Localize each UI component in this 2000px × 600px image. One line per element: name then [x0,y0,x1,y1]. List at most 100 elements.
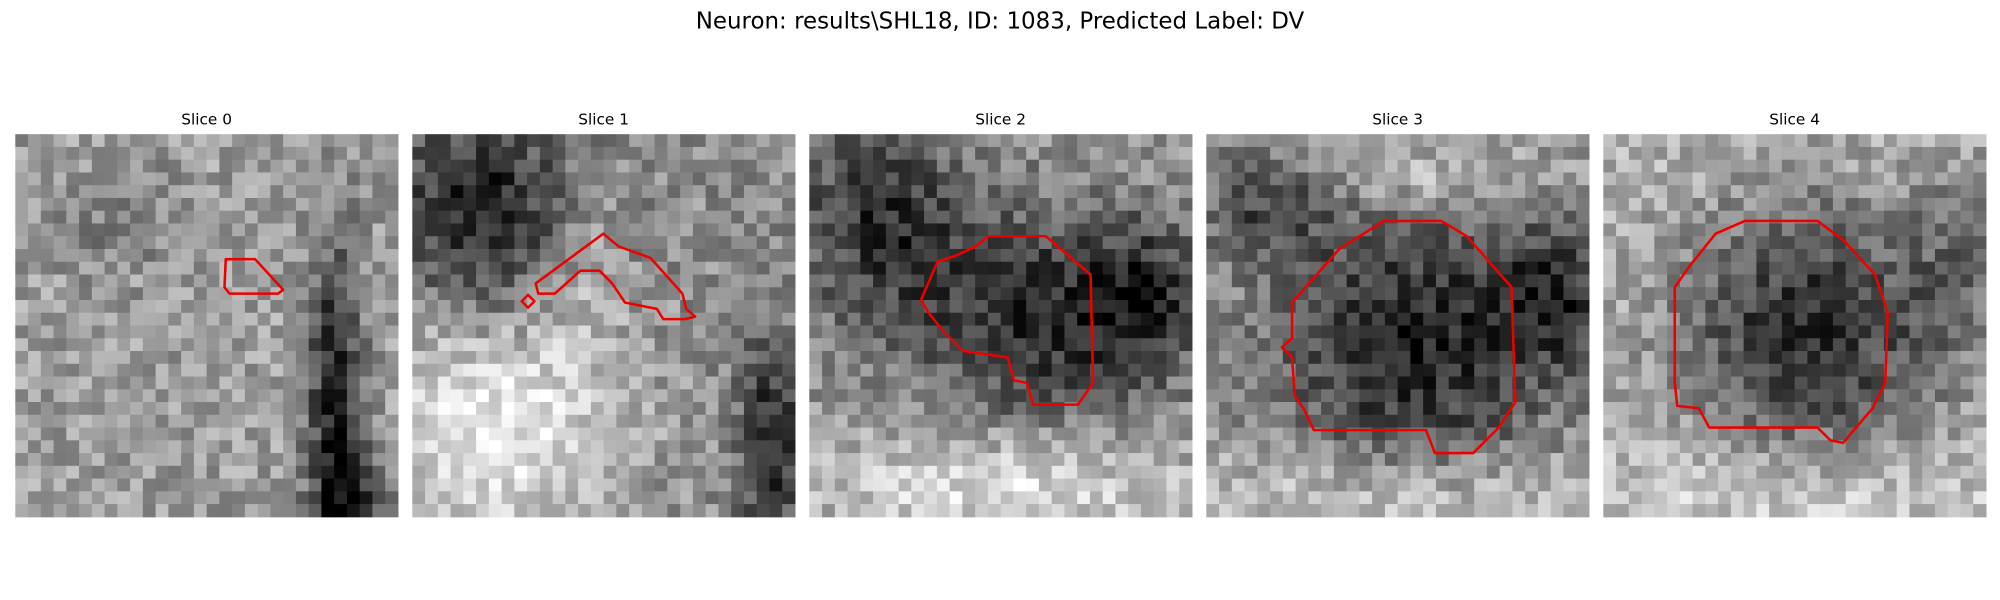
pixel [66,287,80,301]
pixel [590,223,605,237]
pixel [1858,223,1872,237]
pixel [1616,376,1630,390]
pixel [885,236,900,250]
pixel [155,300,169,314]
pixel [834,210,849,224]
pixel [1166,427,1180,441]
pixel [603,376,617,390]
pixel [28,402,42,416]
pixel [552,402,566,416]
pixel [822,389,836,403]
pixel [539,312,554,327]
pixel [1832,414,1847,429]
pixel [1013,172,1027,186]
pixel [1794,159,1808,173]
pixel [654,427,668,441]
pixel [168,197,182,212]
pixel [142,504,157,518]
pixel [117,210,131,224]
pixel [1947,427,1961,441]
pixel [130,491,144,505]
pixel [270,197,284,212]
pixel [40,159,55,173]
pixel [130,134,144,148]
pixel [28,210,42,224]
pixel [1550,402,1564,416]
pixel [1845,465,1859,480]
pixel [450,248,464,263]
pixel [385,134,399,148]
pixel [1333,312,1348,327]
pixel [1013,185,1027,199]
pixel [1781,312,1796,327]
pixel [142,338,157,352]
pixel [463,261,477,275]
pixel [1270,287,1284,301]
pixel [1934,363,1949,378]
pixel [308,172,322,186]
pixel [1308,325,1322,339]
pixel [168,363,182,378]
pixel [1845,159,1859,173]
pixel [232,274,246,288]
pixel [692,351,707,365]
pixel [181,414,195,429]
pixel [450,287,464,301]
pixel [232,389,246,403]
pixel [578,325,592,339]
pixel [1883,261,1898,275]
pixel [1423,465,1437,480]
pixel [1616,402,1630,416]
pixel [385,389,399,403]
pixel [1140,363,1155,378]
pixel [1423,248,1437,263]
pixel [1667,414,1681,429]
pixel [1089,223,1104,237]
pixel [1486,440,1501,454]
pixel [1308,363,1322,378]
pixel [847,376,861,390]
pixel [1166,440,1180,454]
pixel [1115,172,1129,186]
pixel [809,465,823,480]
pixel [104,363,118,378]
pixel [1679,185,1694,199]
pixel [1089,491,1104,505]
pixel [1102,261,1116,275]
pixel [15,236,29,250]
pixel [308,465,322,480]
pixel [1282,338,1297,352]
pixel [1858,300,1872,314]
pixel [1051,197,1065,212]
pixel [1435,389,1450,403]
pixel [1140,440,1155,454]
pixel [1372,274,1386,288]
pixel [1384,453,1399,467]
pixel [1219,223,1233,237]
pixel [834,146,849,161]
pixel [412,159,426,173]
pixel [346,248,361,263]
pixel [117,172,131,186]
pixel [257,351,271,365]
pixel [1153,134,1167,148]
pixel [1372,414,1386,429]
pixel [283,453,297,467]
pixel [193,325,208,339]
pixel [425,159,439,173]
pixel [1947,197,1961,212]
pixel [206,146,220,161]
pixel [308,325,322,339]
pixel [15,172,29,186]
pixel [219,197,233,212]
pixel [654,376,668,390]
pixel [385,338,399,352]
pixel [1038,414,1053,429]
pixel [692,248,707,263]
pixel [1858,146,1872,161]
pixel [1359,274,1373,288]
pixel [1832,146,1847,161]
pixel [1512,248,1526,263]
pixel [1064,414,1078,429]
pixel [1282,389,1297,403]
